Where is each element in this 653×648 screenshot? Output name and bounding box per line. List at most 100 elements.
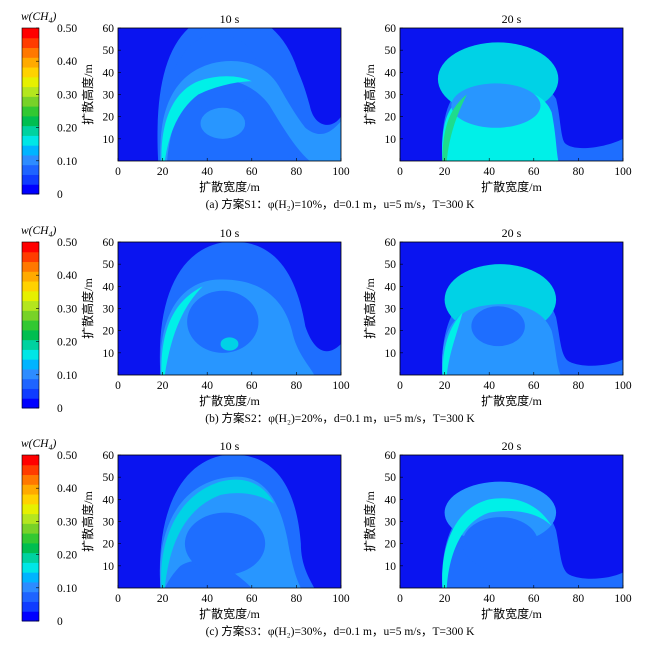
colorbar-segment	[22, 125, 39, 136]
contour-field	[400, 28, 623, 161]
colorbar-segment	[22, 57, 39, 68]
colorbar-segment	[22, 562, 39, 573]
colorbar-tick-label: 0	[57, 189, 63, 201]
colorbar-segment	[22, 261, 39, 272]
x-tick-label: 20	[439, 380, 451, 392]
colorbar-segment	[22, 513, 39, 524]
x-tick-label: 60	[528, 166, 540, 178]
colorbar-segment	[22, 474, 39, 485]
colorbar-segment	[22, 310, 39, 321]
x-tick-label: 20	[439, 166, 451, 178]
x-tick-label: 100	[332, 593, 350, 605]
y-tick-label: 50	[103, 45, 115, 57]
colorbar-title: w(CH4)	[21, 225, 56, 239]
colorbar-tick-label: 0.10	[57, 583, 77, 595]
colorbar-tick-label: 0.20	[57, 550, 77, 562]
y-axis-label: 扩散高度/m	[362, 278, 377, 339]
colorbar-segment	[22, 242, 39, 253]
y-tick-label: 50	[103, 472, 115, 484]
panel-title: 10 s	[220, 439, 240, 453]
contour-levels	[157, 28, 341, 161]
colorbar-tick-label: 0.50	[57, 23, 77, 35]
colorbar-segment	[22, 349, 39, 360]
concentration-region	[161, 479, 275, 588]
colorbar-tick-label: 0.30	[57, 303, 77, 315]
x-tick-label: 80	[573, 593, 585, 605]
colorbar-segment	[22, 542, 39, 554]
x-tick-label: 80	[291, 380, 303, 392]
concentration-region	[184, 512, 266, 575]
colorbar-segment	[22, 37, 39, 49]
x-tick-label: 80	[291, 166, 303, 178]
x-axis-label: 扩散宽度/m	[199, 606, 260, 621]
x-tick-label: 80	[573, 166, 585, 178]
colorbar-0: 0 0.10 0.20 0.30 0.40 0.50w(CH4)	[21, 11, 77, 201]
colorbar-title: w(CH4)	[21, 11, 56, 25]
y-tick-label: 50	[103, 259, 115, 271]
y-axis-label: 扩散高度/m	[362, 64, 377, 125]
concentration-region	[442, 94, 467, 161]
x-tick-label: 0	[397, 380, 403, 392]
colorbar-frame	[21, 241, 40, 409]
y-tick-label: 60	[103, 450, 115, 462]
concentration-region	[451, 83, 541, 128]
concentration-region	[161, 286, 203, 375]
contour-panel-0-1: 0 20 40 60 80 100 10 20 30 40 50 60 20 s 扩散宽度/m 扩散高度/m	[362, 12, 632, 194]
colorbar-segment	[22, 86, 39, 97]
x-tick-label: 80	[291, 593, 303, 605]
y-tick-label: 10	[103, 134, 115, 146]
colorbar-segment	[22, 611, 39, 622]
row-caption: (a) 方案S1：φ(H₂)=10%，d=0.1 m，u=5 m/s，T=300…	[206, 197, 476, 211]
x-tick-label: 100	[332, 166, 350, 178]
x-tick-label: 40	[201, 380, 213, 392]
y-tick-label: 60	[385, 450, 397, 462]
y-tick-label: 10	[385, 348, 397, 360]
colorbar-1: 0 0.10 0.20 0.30 0.40 0.50w(CH4)	[21, 225, 77, 415]
x-tick-label: 40	[483, 166, 495, 178]
concentration-region	[471, 306, 525, 347]
colorbar-segment	[22, 174, 39, 185]
colorbar-tick-label: 0	[57, 616, 63, 628]
colorbar-segment	[22, 359, 39, 370]
contour-field	[118, 28, 341, 161]
x-tick-label: 40	[201, 593, 213, 605]
y-tick-label: 60	[103, 23, 115, 35]
x-tick-label: 60	[246, 380, 258, 392]
contour-field	[400, 242, 623, 375]
y-tick-label: 60	[103, 237, 115, 249]
y-axis-label: 扩散高度/m	[80, 278, 95, 339]
x-tick-label: 80	[573, 380, 585, 392]
x-tick-label: 20	[157, 593, 169, 605]
x-axis-label: 扩散宽度/m	[199, 393, 260, 408]
x-axis-label: 扩散宽度/m	[481, 179, 542, 194]
x-tick-label: 20	[439, 593, 451, 605]
y-tick-label: 40	[385, 281, 397, 293]
colorbar-tick-label: 0.10	[57, 156, 77, 168]
y-tick-label: 40	[385, 494, 397, 506]
y-tick-label: 30	[103, 517, 115, 529]
x-tick-label: 100	[332, 380, 350, 392]
y-tick-label: 30	[103, 304, 115, 316]
y-tick-label: 50	[385, 472, 397, 484]
concentration-region	[200, 107, 246, 139]
colorbar-2: 0 0.10 0.20 0.30 0.40 0.50w(CH4)	[21, 438, 77, 628]
y-tick-label: 60	[385, 237, 397, 249]
colorbar-segment	[22, 494, 39, 505]
contour-levels	[442, 481, 623, 588]
y-tick-label: 10	[385, 561, 397, 573]
contour-panel-1-0: 0 20 40 60 80 100 10 20 30 40 50 60 10 s 扩散宽度/m 扩散高度/m	[80, 226, 350, 408]
colorbar-segment	[22, 28, 39, 39]
x-tick-label: 100	[614, 166, 632, 178]
x-axis-label: 扩散宽度/m	[199, 179, 260, 194]
x-tick-label: 0	[115, 166, 121, 178]
contour-levels	[159, 455, 315, 588]
colorbar-tick-label: 0.30	[57, 89, 77, 101]
colorbar-segment	[22, 572, 39, 583]
y-axis-label: 扩散高度/m	[362, 491, 377, 552]
x-tick-label: 0	[115, 380, 121, 392]
colorbar-segment	[22, 106, 39, 117]
colorbar-segment	[22, 320, 39, 331]
concentration-region	[187, 290, 259, 353]
x-tick-label: 20	[157, 380, 169, 392]
